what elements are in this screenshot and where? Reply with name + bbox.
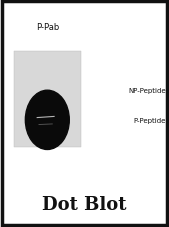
Text: Dot Blot: Dot Blot xyxy=(42,195,127,213)
Text: P-Peptide: P-Peptide xyxy=(133,117,166,123)
Ellipse shape xyxy=(25,91,69,150)
Text: NP-Peptide: NP-Peptide xyxy=(128,88,166,94)
FancyBboxPatch shape xyxy=(14,52,81,148)
Text: P-Pab: P-Pab xyxy=(36,23,59,32)
